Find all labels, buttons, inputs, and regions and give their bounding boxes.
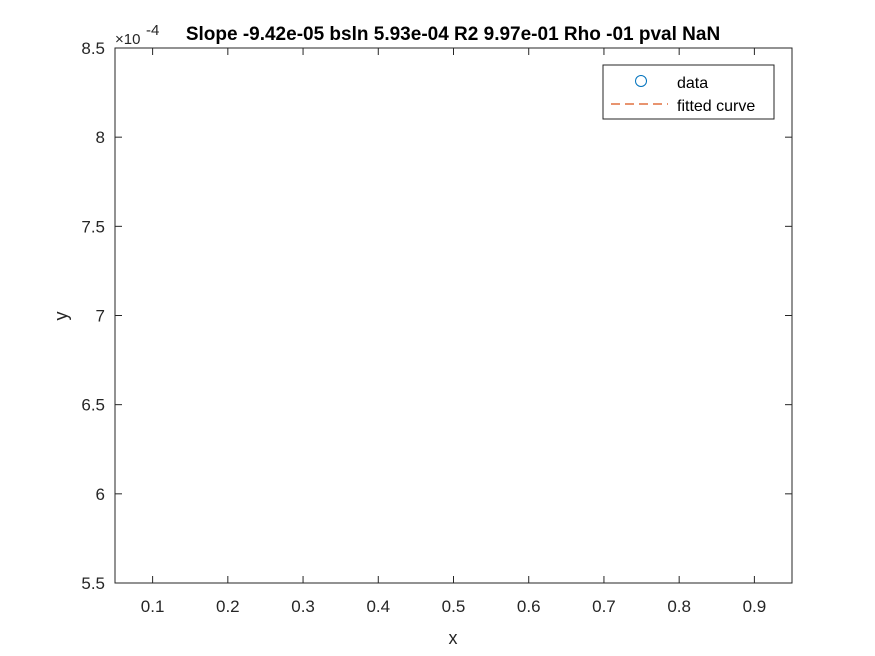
x-tick-label: 0.8 xyxy=(667,597,691,616)
x-tick-label: 0.1 xyxy=(141,597,165,616)
ticks-group xyxy=(115,47,792,584)
legend-box xyxy=(602,64,775,120)
legend-circle-marker-icon xyxy=(635,75,647,87)
legend-label-fitted-curve: fitted curve xyxy=(677,98,755,115)
plot-area xyxy=(115,48,792,583)
x-tick-label: 0.3 xyxy=(291,597,315,616)
x-tick-label: 0.6 xyxy=(517,597,541,616)
y-tick-label: 7.5 xyxy=(81,217,105,236)
legend-label-data: data xyxy=(677,75,708,92)
tick-labels-group: 0.1 0.2 0.3 0.4 0.5 0.6 0.7 0.8 0.9 5.5 6 6.5 7 7.5 8 8… xyxy=(81,39,766,616)
y-tick-label: 8.5 xyxy=(81,39,105,58)
y-axis-title: y xyxy=(51,312,71,321)
legend: data fitted curve xyxy=(602,64,775,120)
y-tick-label: 8 xyxy=(96,128,105,147)
plot-box xyxy=(114,47,793,584)
chart-title: Slope -9.42e-05 bsln 5.93e-04 R2 9.97e-0… xyxy=(186,24,720,45)
y-tick-label: 6 xyxy=(96,485,105,504)
x-tick-label: 0.5 xyxy=(442,597,466,616)
x-axis-title: x xyxy=(449,628,458,648)
x-tick-label: 0.4 xyxy=(366,597,390,616)
x-tick-label: 0.9 xyxy=(743,597,767,616)
y-tick-label: 5.5 xyxy=(81,574,105,593)
x-tick-label: 0.2 xyxy=(216,597,240,616)
y-exponent-multiplier: ×10 xyxy=(115,31,140,48)
y-tick-label: 7 xyxy=(96,307,105,326)
y-exponent-power: -4 xyxy=(146,22,159,39)
y-tick-label: 6.5 xyxy=(81,396,105,415)
x-tick-label: 0.7 xyxy=(592,597,616,616)
